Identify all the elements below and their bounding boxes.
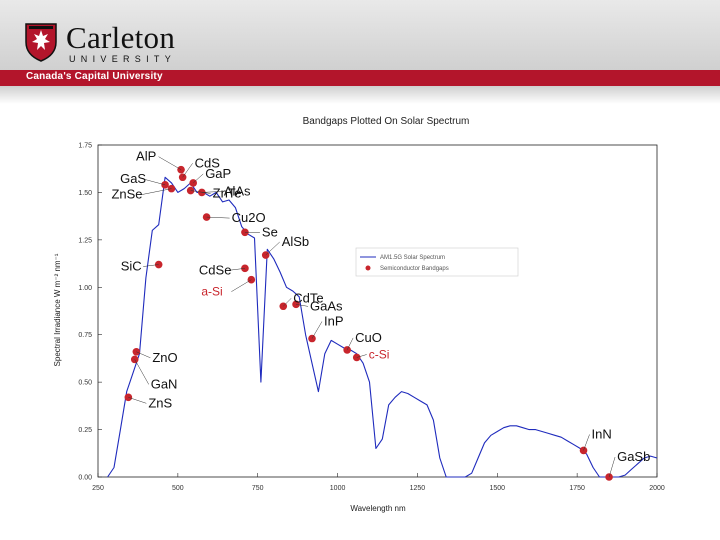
x-tick-label: 1750	[569, 485, 585, 492]
y-tick-label: 0.25	[78, 427, 92, 434]
bandgap-label: AlAs	[224, 183, 251, 198]
tagline: Canada's Capital University	[26, 71, 163, 82]
bandgap-label: ZnO	[152, 350, 177, 365]
bandgap-leader-line	[142, 178, 166, 186]
legend-dot-swatch	[365, 265, 371, 271]
legend-box	[355, 247, 519, 277]
y-tick-label: 1.25	[78, 237, 92, 244]
legend-entry-bandgaps: Semiconductor Bandgaps	[380, 266, 449, 272]
bandgap-leader-line	[583, 434, 590, 451]
bandgap-leader-line	[206, 216, 230, 219]
legend: AM1.5G Solar Spectrum Semiconductor Band…	[355, 247, 519, 277]
bandgap-leader-line	[346, 337, 354, 351]
bandgap-leader-line	[143, 264, 159, 267]
bandgap-leader-line	[128, 397, 147, 404]
bandgap-label: Se	[262, 224, 278, 239]
bandgap-label: AlSb	[282, 234, 309, 249]
bandgap-label: ZnSe	[111, 187, 142, 202]
header-shadow	[0, 86, 720, 104]
bandgap-label: GaS	[120, 171, 146, 186]
bandgap-leader-line	[265, 241, 280, 256]
university-name: Carleton	[66, 20, 176, 55]
bandgap-point	[308, 334, 316, 343]
y-axis-ticks: 0.00 0.25 0.50 0.75 1.00 1.25 1.50 1.75	[78, 143, 102, 482]
bandgap-leader-line	[231, 279, 252, 292]
x-tick-label: 750	[252, 485, 264, 492]
bandgap-leader-line	[193, 173, 204, 184]
y-axis-label: Spectral Irradiance W m⁻² nm⁻¹	[53, 253, 62, 366]
y-tick-label: 0.00	[78, 475, 92, 482]
bandgap-leader-line	[608, 456, 616, 478]
bandgap-label: CdTe	[293, 290, 323, 305]
bandgap-label: InN	[592, 426, 612, 441]
bandgap-leader-line	[356, 354, 367, 358]
x-axis-label: Wavelength nm	[350, 504, 406, 513]
bandgap-leader-line	[296, 304, 309, 307]
bandgap-leader-line	[134, 359, 149, 385]
x-tick-label: 2000	[649, 485, 665, 492]
bandgap-label: CdS	[195, 155, 221, 170]
y-tick-label: 0.75	[78, 332, 92, 339]
bandgap-leader-line	[158, 156, 182, 170]
carleton-crest-icon	[24, 22, 58, 67]
bandgap-leader-line	[136, 351, 151, 359]
bandgap-leader-line	[182, 163, 193, 178]
y-tick-label: 1.50	[78, 190, 92, 197]
bandgap-label: c-Si	[369, 347, 390, 361]
bandgap-label: AlP	[136, 149, 156, 164]
bandgap-label: Cu2O	[232, 210, 266, 225]
y-tick-label: 1.75	[78, 143, 92, 150]
x-tick-label: 500	[172, 485, 184, 492]
plot-area	[97, 144, 658, 478]
y-tick-label: 0.50	[78, 380, 92, 387]
bandgap-label: CuO	[355, 330, 382, 345]
bandgap-label: GaAs	[310, 298, 343, 313]
legend-entry-spectrum: AM1.5G Solar Spectrum	[380, 255, 445, 261]
bandgap-label: SiC	[121, 259, 142, 274]
bandgap-leader-line	[311, 321, 323, 339]
plot-frame	[97, 144, 658, 478]
bandgap-label: InP	[324, 314, 344, 329]
x-tick-label: 250	[92, 485, 104, 492]
bandgap-label: GaSb	[617, 449, 650, 464]
x-tick-label: 1500	[489, 485, 505, 492]
bandgap-label: CdSe	[199, 262, 232, 277]
bandgap-leader-line	[283, 298, 292, 307]
bandgap-label: GaP	[205, 166, 231, 181]
bandgap-leader-line	[201, 191, 222, 193]
brand-bar	[0, 70, 720, 86]
bandgap-leader-line	[228, 268, 245, 271]
bandgap-label: a-Si	[201, 285, 222, 299]
y-tick-label: 1.00	[78, 285, 92, 292]
chart-title: Bandgaps Plotted On Solar Spectrum	[303, 116, 470, 127]
x-tick-label: 1000	[330, 485, 346, 492]
x-axis-ticks: 250 500 750 1000 1250 1500 1750 2000	[92, 473, 665, 492]
bandgap-leader-line	[141, 188, 172, 195]
x-tick-label: 1250	[410, 485, 426, 492]
bandgap-leader-line	[190, 190, 211, 194]
bandgap-label: ZnS	[148, 395, 172, 410]
bandgap-label: GaN	[151, 376, 178, 391]
bandgap-label: ZnTe	[213, 186, 242, 201]
university-subtitle: UNIVERSITY	[69, 54, 177, 64]
